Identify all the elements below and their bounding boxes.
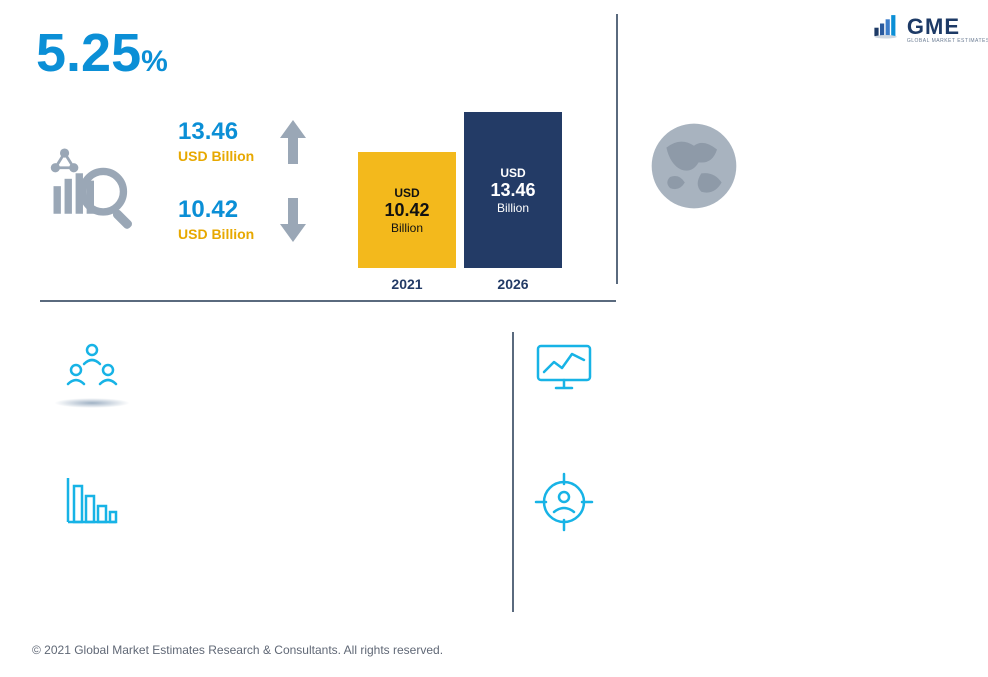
cagr-headline: 5.25% bbox=[36, 26, 168, 80]
high-value: 13.46 bbox=[178, 118, 254, 146]
chart-bar-2021: USD 10.42 Billion bbox=[358, 152, 456, 268]
bar1-value: 10.42 bbox=[384, 200, 429, 221]
target-person-icon bbox=[534, 472, 594, 532]
brand-logo: GME GLOBAL MARKET ESTIMATES bbox=[873, 14, 960, 40]
globe-icon bbox=[648, 120, 740, 212]
bar1-unit: Billion bbox=[391, 221, 423, 235]
bar-chart-down-icon bbox=[62, 472, 122, 532]
chart-bar-fill-2026: USD 13.46 Billion bbox=[464, 112, 562, 268]
bar2-year: 2026 bbox=[464, 276, 562, 292]
market-value-high: 13.46 USD Billion bbox=[178, 118, 254, 164]
high-unit: USD Billion bbox=[178, 148, 254, 164]
analytics-magnifier-icon bbox=[48, 142, 140, 234]
people-group-icon bbox=[62, 340, 122, 400]
monitor-trend-icon bbox=[534, 340, 594, 400]
divider-vertical-top bbox=[616, 14, 618, 284]
divider-horizontal bbox=[40, 300, 616, 302]
arrow-up-icon bbox=[280, 120, 306, 164]
divider-vertical-bottom bbox=[512, 332, 514, 612]
low-unit: USD Billion bbox=[178, 226, 254, 242]
market-value-low: 10.42 USD Billion bbox=[178, 196, 254, 242]
spotlight-ellipse bbox=[54, 398, 130, 408]
market-bar-chart: USD 10.42 Billion USD 13.46 Billion 2021… bbox=[358, 112, 596, 292]
logo-mark-icon bbox=[873, 15, 901, 39]
bar1-currency: USD bbox=[394, 186, 419, 200]
bar2-unit: Billion bbox=[497, 201, 529, 215]
brand-name: GME bbox=[907, 14, 960, 40]
cagr-percent: % bbox=[141, 45, 168, 78]
bar2-value: 13.46 bbox=[490, 180, 535, 201]
bar2-currency: USD bbox=[500, 166, 525, 180]
chart-bar-2026: USD 13.46 Billion bbox=[464, 112, 562, 268]
copyright-footer: © 2021 Global Market Estimates Research … bbox=[32, 643, 443, 657]
chart-bar-fill-2021: USD 10.42 Billion bbox=[358, 152, 456, 268]
bar1-year: 2021 bbox=[358, 276, 456, 292]
low-value: 10.42 bbox=[178, 196, 254, 224]
arrow-down-icon bbox=[280, 198, 306, 242]
brand-subtitle: GLOBAL MARKET ESTIMATES bbox=[907, 38, 988, 44]
cagr-value: 5.25 bbox=[36, 23, 141, 83]
